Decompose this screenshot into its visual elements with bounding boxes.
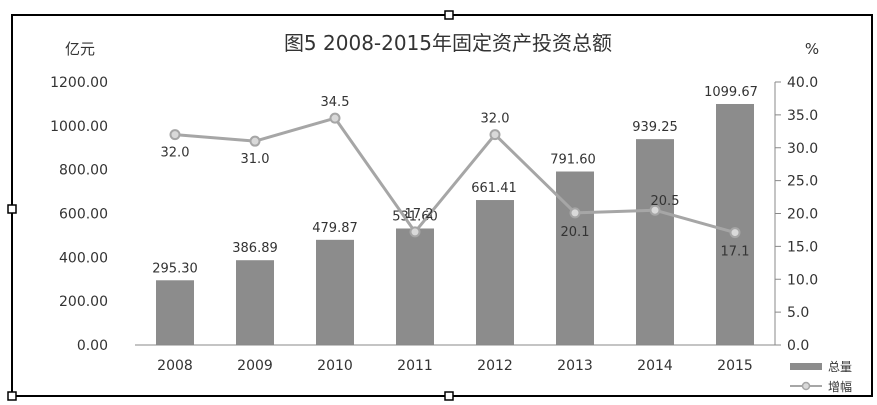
bar	[156, 280, 194, 345]
growth-value-label: 34.5	[321, 95, 350, 110]
bar	[316, 239, 354, 345]
bar	[556, 171, 594, 345]
selection-handle-left[interactable]	[7, 204, 17, 214]
y-axis-label: 亿元	[65, 40, 95, 58]
y2-tick-label: 0.0	[787, 338, 809, 354]
selection-handle-top[interactable]	[444, 10, 454, 20]
growth-value-label: 20.5	[651, 194, 680, 209]
x-tick-label: 2013	[557, 358, 593, 374]
growth-point	[489, 129, 501, 141]
bar	[476, 200, 514, 345]
selection-handle-bottom[interactable]	[444, 391, 454, 401]
y2-tick-label: 15.0	[787, 239, 818, 255]
bar-value-label: 939.25	[632, 120, 678, 135]
bar-value-label: 661.41	[471, 181, 517, 196]
y2-tick-label: 10.0	[787, 272, 818, 288]
selection-handle-corner[interactable]	[7, 391, 17, 401]
legend-bar-swatch	[790, 363, 822, 370]
y-tick-label: 0.00	[77, 338, 108, 354]
bar-value-label: 386.89	[232, 241, 278, 256]
bar	[636, 139, 674, 345]
growth-value-label: 20.1	[561, 225, 590, 240]
growth-point	[649, 204, 661, 216]
growth-value-label: 32.0	[481, 112, 510, 127]
y-tick-label: 200.00	[59, 294, 108, 310]
bar	[236, 260, 274, 345]
y-tick-label: 1000.00	[50, 119, 108, 135]
bar	[396, 228, 434, 345]
legend-line-label: 增幅	[828, 379, 852, 394]
bar-value-label: 479.87	[312, 221, 358, 236]
x-tick-label: 2014	[637, 358, 673, 374]
growth-point	[249, 135, 261, 147]
y2-axis-label: %	[805, 40, 819, 58]
growth-point	[569, 207, 581, 219]
growth-value-label: 17.2	[405, 207, 434, 222]
y-tick-label: 600.00	[59, 207, 108, 223]
growth-value-label: 31.0	[241, 152, 270, 167]
x-tick-label: 2009	[237, 358, 273, 374]
growth-value-label: 17.1	[721, 245, 750, 260]
growth-point	[729, 227, 741, 239]
y-tick-label: 400.00	[59, 250, 108, 266]
y2-tick-label: 40.0	[787, 75, 818, 91]
legend: 总量 增幅	[790, 360, 852, 394]
legend-line-marker	[801, 381, 811, 391]
x-tick-label: 2015	[717, 358, 753, 374]
bar-value-label: 791.60	[550, 153, 596, 168]
growth-point	[169, 129, 181, 141]
y-tick-label: 800.00	[59, 163, 108, 179]
x-tick-label: 2010	[317, 358, 353, 374]
growth-value-label: 32.0	[161, 146, 190, 161]
bar	[716, 103, 754, 346]
x-tick-label: 2008	[157, 358, 193, 374]
x-tick-label: 2012	[477, 358, 513, 374]
x-tick-label: 2011	[397, 358, 433, 374]
y2-tick-label: 5.0	[787, 305, 809, 321]
y2-tick-label: 25.0	[787, 174, 818, 190]
growth-point	[409, 226, 421, 238]
y2-tick-label: 30.0	[787, 141, 818, 157]
y-tick-label: 1200.00	[50, 75, 108, 91]
y2-tick-label: 20.0	[787, 207, 818, 223]
bar-value-label: 1099.67	[704, 85, 758, 100]
bar-value-label: 295.30	[152, 261, 198, 276]
legend-bar-label: 总量	[828, 360, 852, 374]
growth-line	[174, 116, 736, 235]
y2-tick-label: 35.0	[787, 108, 818, 124]
growth-point	[329, 112, 341, 124]
chart-title: 图5 2008-2015年固定资产投资总额	[284, 31, 612, 55]
